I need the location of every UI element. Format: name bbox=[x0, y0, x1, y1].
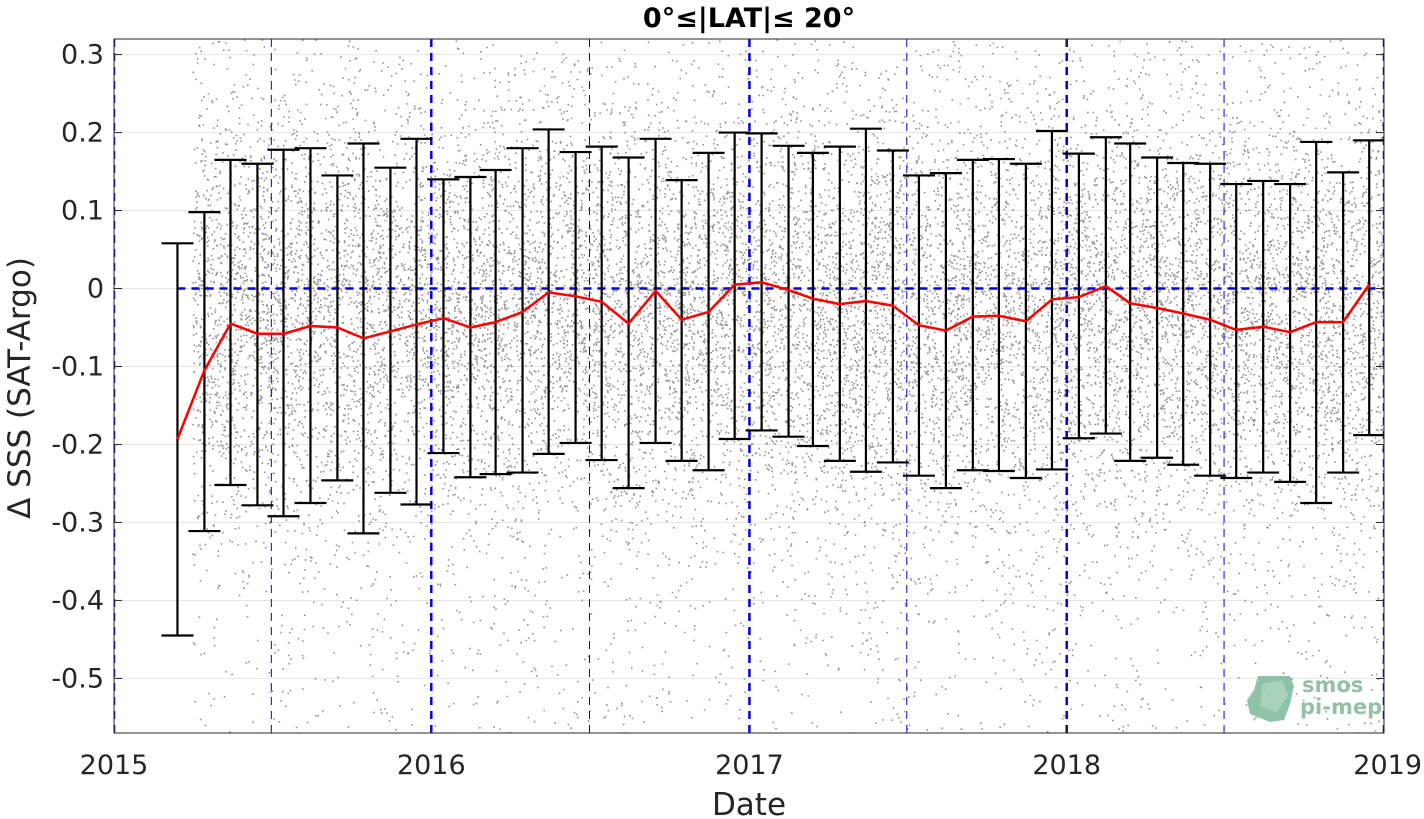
x-axis-label: Date bbox=[712, 787, 786, 819]
y-tick-label: -0.2 bbox=[51, 429, 104, 460]
logo-line1: smos bbox=[1302, 673, 1363, 697]
x-tick-label: 2015 bbox=[80, 750, 149, 781]
y-tick-label: -0.3 bbox=[51, 507, 104, 538]
y-tick-label: -0.5 bbox=[51, 663, 104, 694]
x-tick-label: 2019 bbox=[1353, 750, 1422, 781]
x-axis-ticks: 2015 2016 2017 2018 2019 bbox=[80, 39, 1422, 781]
y-axis-label: Δ SSS (SAT-Argo) bbox=[2, 257, 38, 519]
logo-map-icon bbox=[1247, 676, 1294, 722]
mean-line bbox=[176, 281, 1371, 440]
y-tick-label: 0.2 bbox=[61, 118, 104, 149]
mean-line-group bbox=[176, 281, 1371, 440]
smos-pi-mep-logo: smos pi-mep bbox=[1247, 673, 1382, 722]
x-tick-label: 2018 bbox=[1032, 750, 1101, 781]
y-tick-label: 0.1 bbox=[61, 196, 104, 227]
reference-lines bbox=[114, 39, 1384, 733]
logo-line2: pi-mep bbox=[1300, 695, 1382, 719]
chart-title: 0°≤|LAT|≤ 20° bbox=[643, 3, 855, 34]
x-tick-label: 2016 bbox=[397, 750, 466, 781]
y-tick-label: 0.3 bbox=[61, 40, 104, 71]
y-axis-ticks: -0.5 -0.4 -0.3 -0.2 -0.1 0 0.1 0.2 0.3 bbox=[51, 40, 1384, 694]
y-tick-label: -0.4 bbox=[51, 585, 104, 616]
y-tick-label: -0.1 bbox=[51, 352, 104, 383]
x-tick-label: 2017 bbox=[715, 750, 784, 781]
y-tick-label: 0 bbox=[87, 274, 104, 305]
